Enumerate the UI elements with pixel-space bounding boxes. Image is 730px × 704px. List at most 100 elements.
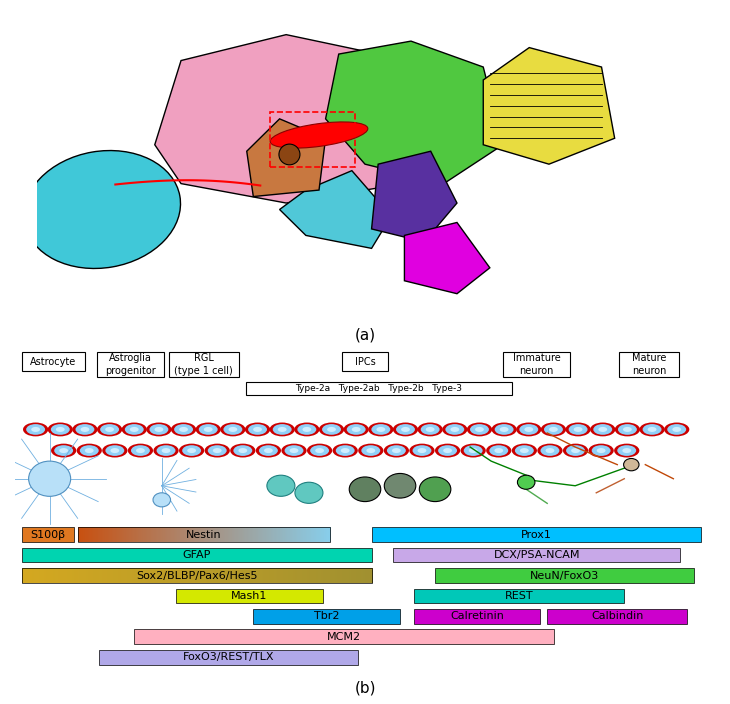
Bar: [296, 568, 299, 583]
Bar: [176, 568, 178, 583]
Bar: [218, 568, 220, 583]
Bar: [190, 568, 192, 583]
Text: RGL
(type 1 cell): RGL (type 1 cell): [174, 353, 233, 376]
Bar: [55, 568, 58, 583]
Bar: [264, 527, 266, 542]
Ellipse shape: [297, 424, 316, 435]
Polygon shape: [326, 41, 503, 184]
Text: (b): (b): [354, 680, 376, 696]
Bar: [171, 527, 173, 542]
Bar: [239, 568, 242, 583]
Ellipse shape: [396, 424, 415, 435]
Bar: [224, 527, 226, 542]
Bar: [288, 568, 291, 583]
Ellipse shape: [341, 448, 350, 453]
Bar: [72, 568, 75, 583]
Bar: [334, 568, 336, 583]
FancyBboxPatch shape: [619, 352, 679, 377]
Bar: [186, 527, 188, 542]
Bar: [272, 527, 274, 542]
Ellipse shape: [347, 424, 366, 435]
Ellipse shape: [618, 424, 637, 435]
Bar: [150, 568, 152, 583]
Text: GFAP: GFAP: [182, 550, 211, 560]
Bar: [158, 568, 161, 583]
Bar: [283, 527, 285, 542]
Bar: [318, 527, 319, 542]
Bar: [293, 568, 296, 583]
Bar: [171, 568, 173, 583]
Bar: [347, 568, 350, 583]
Ellipse shape: [590, 422, 615, 436]
Bar: [207, 527, 208, 542]
Ellipse shape: [574, 427, 583, 432]
Bar: [84, 527, 86, 542]
Ellipse shape: [248, 424, 267, 435]
Bar: [23, 568, 26, 583]
Bar: [96, 527, 97, 542]
Bar: [139, 568, 142, 583]
Bar: [91, 527, 92, 542]
Bar: [188, 568, 191, 583]
Polygon shape: [247, 119, 326, 196]
Bar: [37, 568, 40, 583]
Bar: [112, 527, 114, 542]
Bar: [156, 568, 159, 583]
Text: NeuN/FoxO3: NeuN/FoxO3: [530, 570, 599, 581]
Ellipse shape: [667, 424, 686, 435]
Bar: [179, 527, 180, 542]
Bar: [77, 527, 80, 542]
Bar: [228, 568, 231, 583]
Ellipse shape: [47, 422, 73, 436]
Bar: [156, 527, 158, 542]
Bar: [45, 568, 47, 583]
Bar: [290, 568, 292, 583]
Polygon shape: [155, 34, 431, 203]
Bar: [307, 568, 310, 583]
Bar: [116, 568, 119, 583]
Bar: [177, 527, 180, 542]
Bar: [250, 527, 253, 542]
Ellipse shape: [387, 445, 406, 456]
Bar: [174, 568, 177, 583]
Ellipse shape: [23, 422, 48, 436]
Bar: [137, 568, 139, 583]
Bar: [166, 527, 168, 542]
Ellipse shape: [410, 444, 434, 458]
Bar: [211, 568, 213, 583]
Ellipse shape: [618, 445, 636, 456]
Bar: [106, 568, 108, 583]
Bar: [305, 568, 308, 583]
Bar: [325, 527, 327, 542]
Bar: [282, 527, 284, 542]
Bar: [229, 527, 231, 542]
Bar: [142, 527, 144, 542]
Text: Tbr2: Tbr2: [314, 611, 339, 622]
Ellipse shape: [187, 448, 196, 453]
Ellipse shape: [664, 422, 689, 436]
Text: Prox1: Prox1: [521, 529, 552, 540]
Bar: [249, 527, 251, 542]
Ellipse shape: [273, 424, 292, 435]
Bar: [74, 568, 77, 583]
Bar: [315, 527, 317, 542]
Ellipse shape: [234, 445, 253, 456]
Bar: [46, 568, 49, 583]
Bar: [142, 568, 145, 583]
Ellipse shape: [204, 427, 212, 432]
Ellipse shape: [469, 448, 477, 453]
Ellipse shape: [295, 482, 323, 503]
Bar: [77, 568, 80, 583]
Bar: [312, 527, 314, 542]
Ellipse shape: [171, 422, 196, 436]
Bar: [316, 568, 318, 583]
Bar: [301, 527, 303, 542]
Ellipse shape: [54, 445, 73, 456]
Bar: [113, 527, 115, 542]
Bar: [274, 527, 277, 542]
Bar: [321, 527, 323, 542]
Bar: [79, 527, 81, 542]
Bar: [285, 568, 287, 583]
Ellipse shape: [614, 444, 639, 458]
Ellipse shape: [333, 444, 358, 458]
